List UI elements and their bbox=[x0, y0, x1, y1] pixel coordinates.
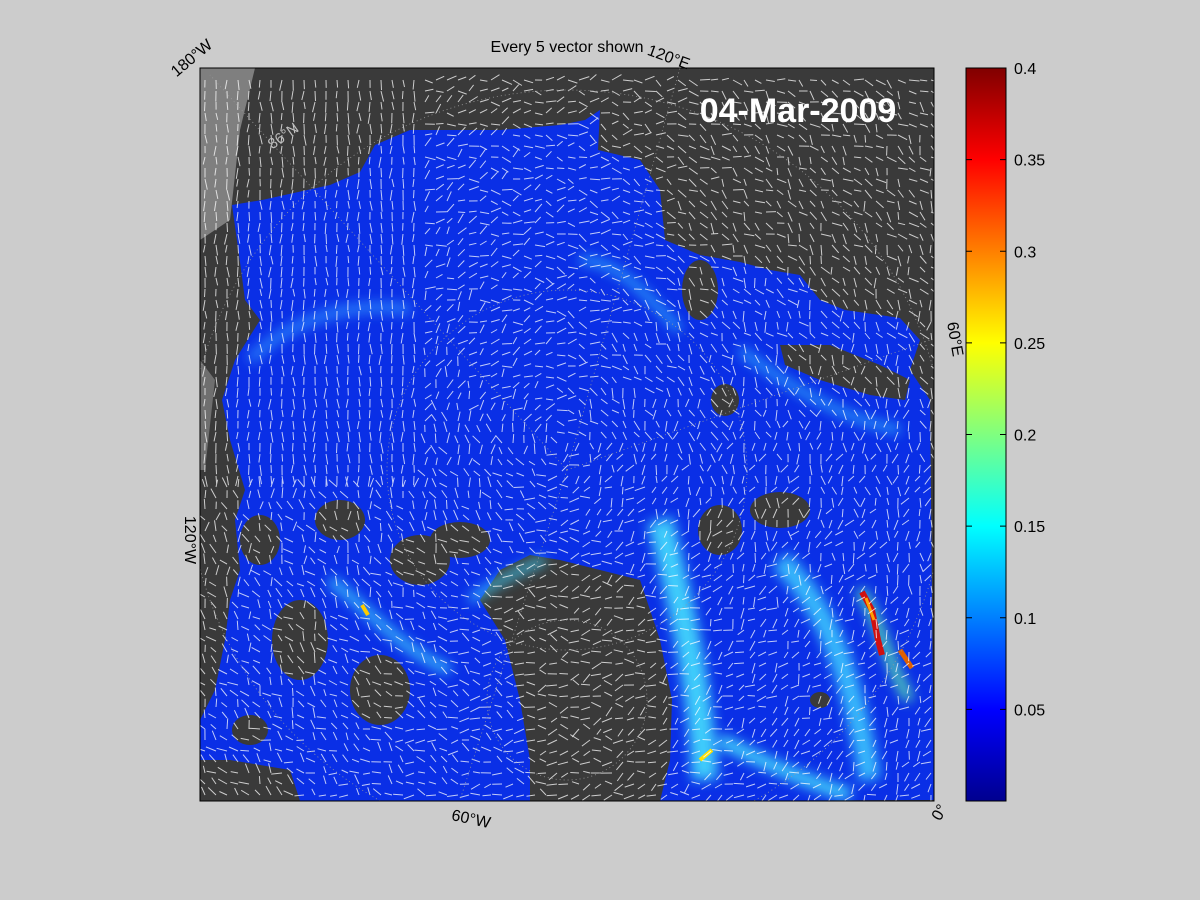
lon-label-0: 0° bbox=[929, 802, 951, 824]
lon-label-60w: 60°W bbox=[450, 807, 493, 832]
colorbar-tick-label: 0.35 bbox=[1014, 153, 1045, 170]
map-area bbox=[200, 68, 934, 801]
colorbar-ticks: 0.4 0.35 0.3 0.25 0.2 0.15 0.1 0.05 bbox=[966, 61, 1045, 719]
colorbar-tick-label: 0.2 bbox=[1014, 428, 1036, 445]
colorbar-tick-label: 0.4 bbox=[1014, 61, 1036, 78]
date-label: 04-Mar-2009 bbox=[700, 92, 897, 130]
colorbar: 0.4 0.35 0.3 0.25 0.2 0.15 0.1 0.05 bbox=[965, 61, 1045, 802]
vector-arrows bbox=[200, 74, 934, 801]
graticule bbox=[200, 68, 934, 801]
lon-label-120w: 120°W bbox=[181, 516, 198, 565]
velocity-vectors bbox=[200, 74, 934, 801]
colorbar-tick-label: 0.05 bbox=[1014, 702, 1045, 719]
outside-domain-region bbox=[200, 68, 255, 240]
map-frame bbox=[199, 67, 935, 802]
colorbar-tick-label: 0.25 bbox=[1014, 336, 1045, 353]
colorbar-tick-label: 0.3 bbox=[1014, 244, 1036, 261]
lon-label-60e: 60°E bbox=[943, 321, 966, 358]
figure-title: Every 5 vector shown bbox=[491, 39, 644, 56]
colorbar-tick-label: 0.1 bbox=[1014, 611, 1036, 628]
colorbar-tick-label: 0.15 bbox=[1014, 519, 1045, 536]
